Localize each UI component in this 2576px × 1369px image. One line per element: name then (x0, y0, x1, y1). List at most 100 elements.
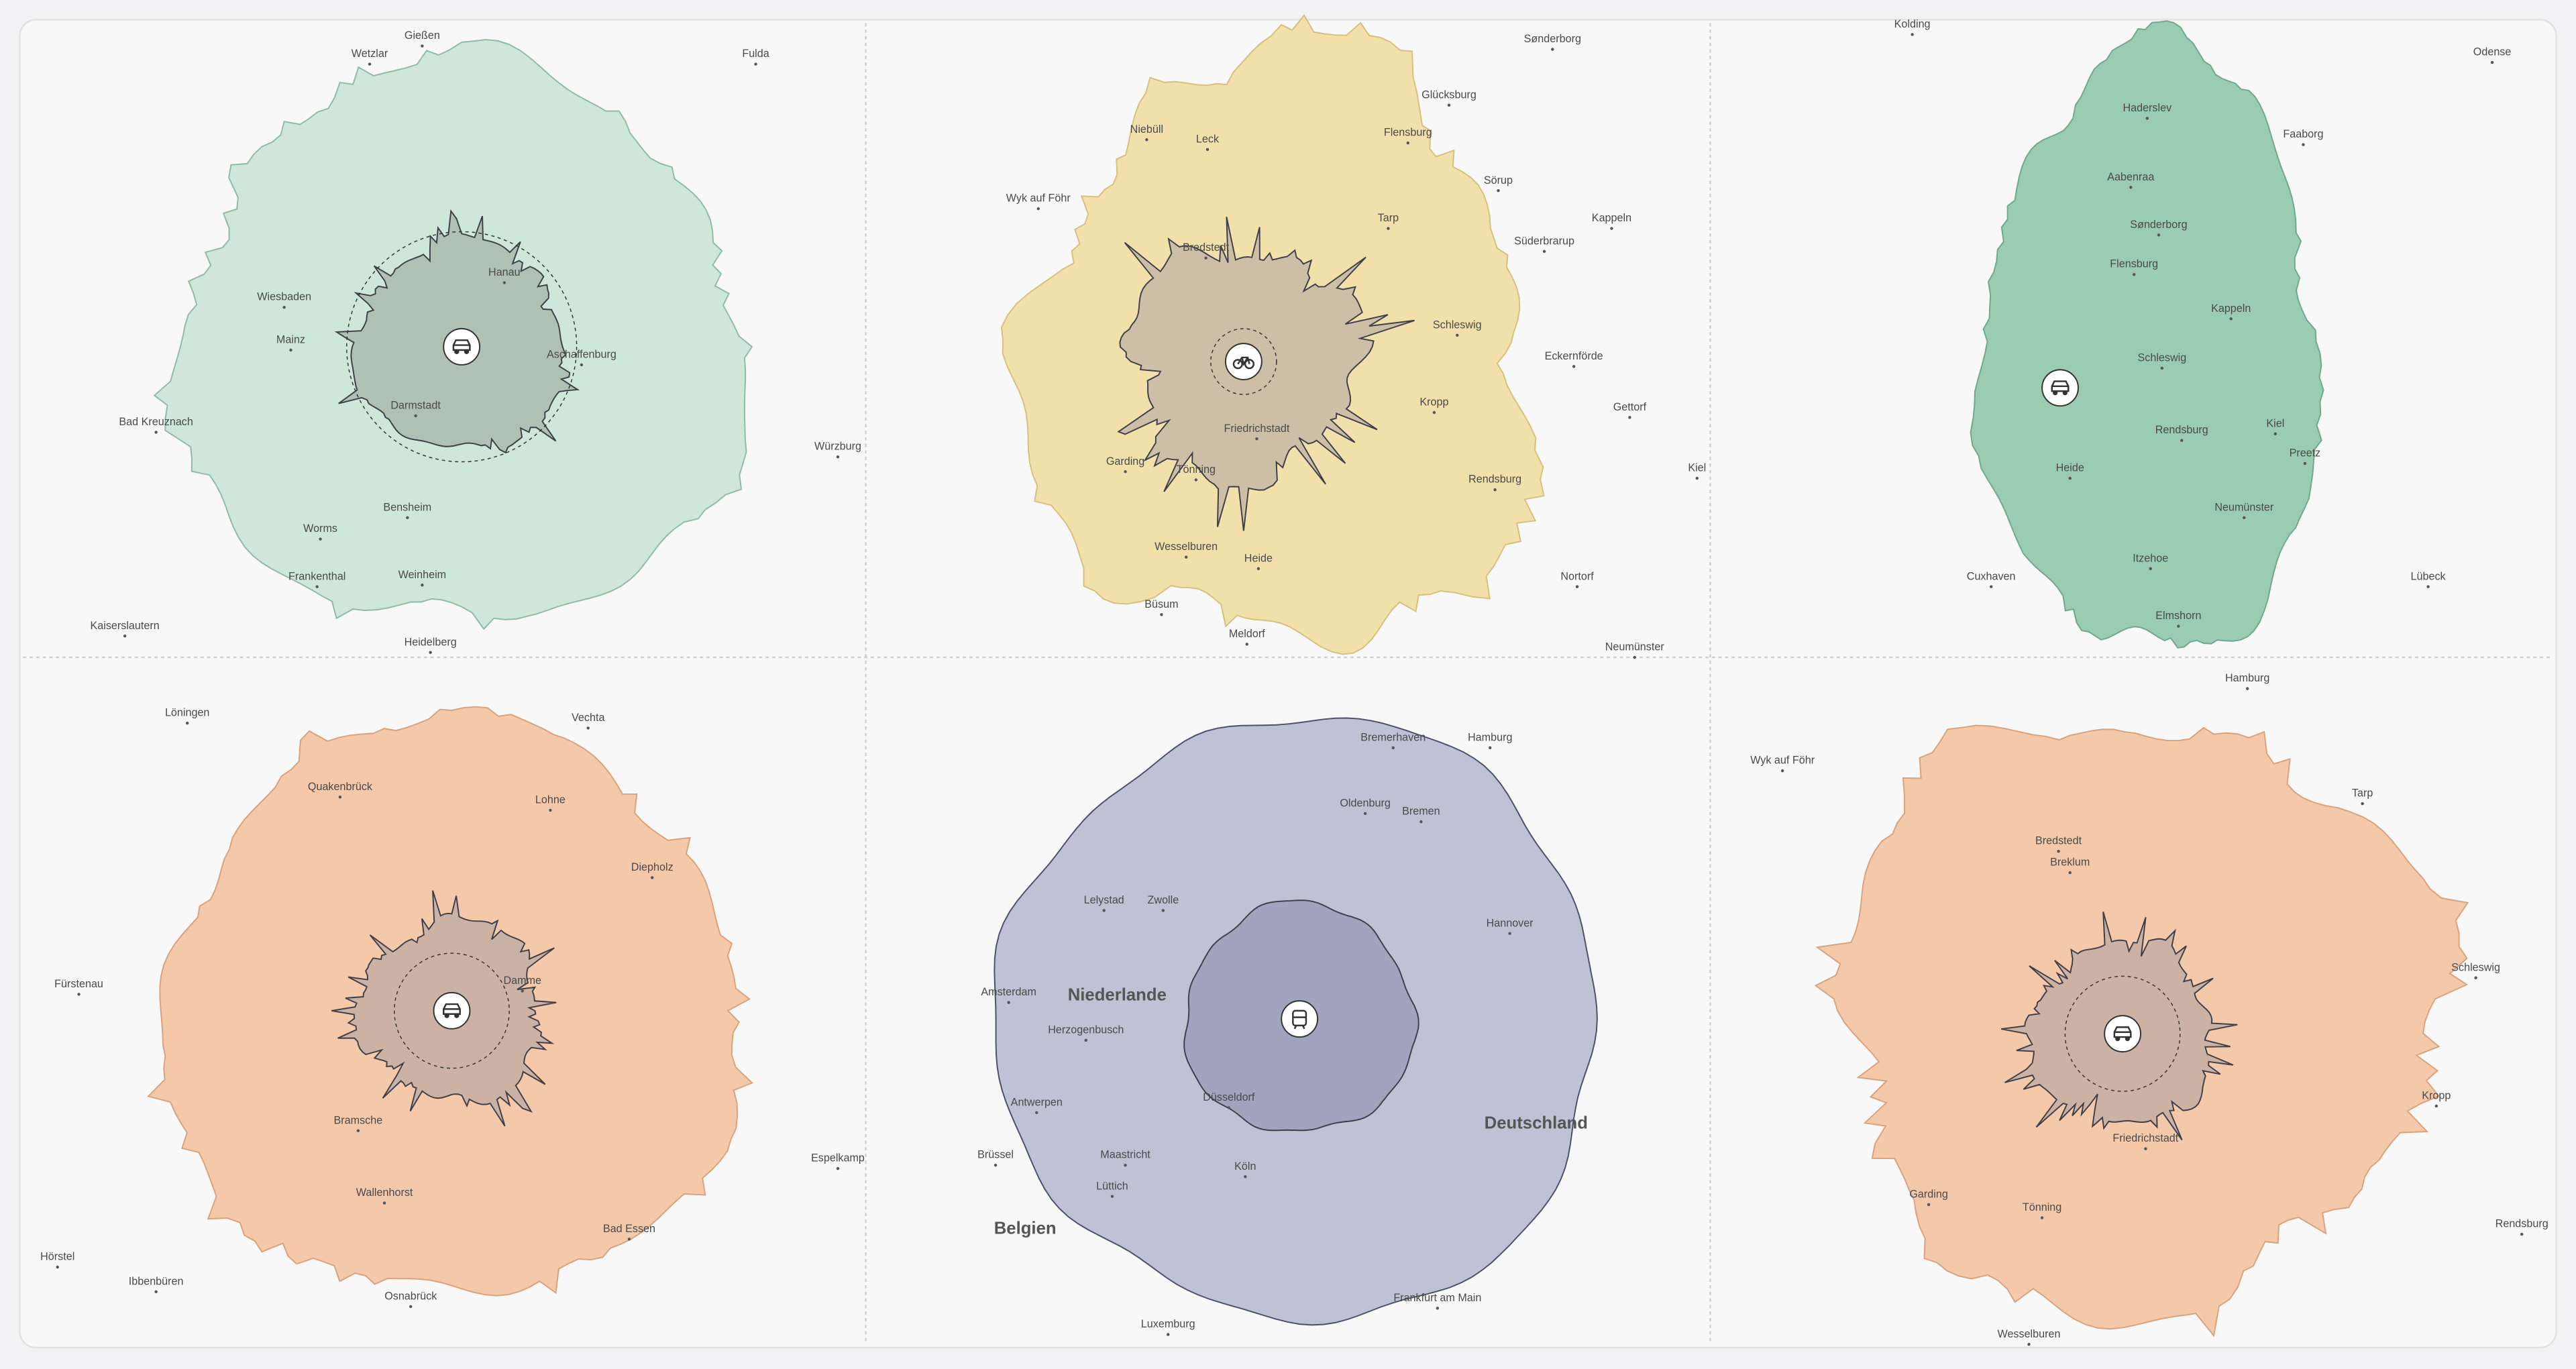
place-label: Süderbrarup (1514, 235, 1574, 247)
place-dot (1406, 141, 1409, 145)
wheel (2053, 390, 2058, 396)
place-dot (1256, 567, 1260, 570)
wheel (2115, 1036, 2121, 1042)
place-dot (1124, 470, 1127, 474)
place-dot (1508, 932, 1511, 935)
place-label: Darmstadt (390, 399, 441, 411)
place-label: Zwolle (1148, 894, 1179, 906)
place-label: Frankenthal (288, 570, 345, 582)
mode-icon (1232, 356, 1255, 370)
place-dot (502, 281, 506, 284)
car-body (2051, 380, 2070, 392)
place-label: Vechta (572, 712, 604, 724)
place-dot (1575, 585, 1579, 588)
place-label: Frankfurt am Main (1393, 1292, 1481, 1304)
place-dot (315, 585, 319, 588)
place-dot (836, 455, 840, 459)
place-label: Kiel (2266, 417, 2284, 429)
place-label: Preetz (2290, 447, 2321, 459)
place-dot (1432, 410, 1436, 415)
place-label: Faaborg (2283, 128, 2323, 140)
car-body (443, 1003, 461, 1015)
place-dot (2229, 317, 2233, 321)
place-label: Brüssel (977, 1149, 1014, 1161)
place-dot (123, 635, 127, 638)
place-label: Eckernförde (1545, 350, 1603, 362)
place-dot (2160, 366, 2164, 370)
place-dot (580, 363, 584, 367)
place-label: Sønderborg (1524, 33, 1581, 45)
place-label: Bredstedt (2035, 835, 2082, 847)
place-dot (1497, 189, 1500, 193)
place-dot (651, 876, 654, 879)
place-dot (1084, 1038, 1087, 1042)
place-dot (1780, 769, 1784, 773)
place-label: Bramsche (334, 1114, 383, 1126)
mode-icon (443, 1003, 461, 1018)
place-dot (2177, 624, 2180, 628)
place-label: Bad Essen (603, 1223, 655, 1235)
place-label: Lohne (535, 794, 566, 806)
place-dot (154, 431, 158, 434)
place-dot (1007, 1001, 1010, 1004)
place-dot (319, 537, 322, 541)
place-dot (338, 796, 342, 799)
place-label: Löningen (165, 707, 209, 719)
place-dot (1255, 437, 1258, 441)
place-label: Breklum (2050, 857, 2090, 869)
isochrone-panel: Hamburg Wyk auf Föhr Tarp Bredstedt Breklum S… (1750, 672, 2548, 1346)
place-label: Itzehoe (2133, 552, 2168, 564)
mode-badge (2104, 1015, 2141, 1053)
place-dot (1227, 1106, 1231, 1109)
place-dot (836, 1166, 840, 1170)
place-label: Mainz (276, 333, 305, 345)
place-dot (1572, 365, 1576, 368)
place-label: Amsterdam (981, 986, 1036, 998)
place-dot (2426, 585, 2430, 588)
place-label: Bensheim (383, 501, 431, 513)
place-dot (1160, 613, 1163, 616)
place-label: Kiel (1688, 462, 1706, 474)
place-label: Tönning (1177, 463, 1216, 476)
place-dot (414, 414, 417, 418)
place-dot (421, 44, 424, 48)
place-label: Fulda (742, 48, 769, 60)
place-label: Wyk auf Föhr (1006, 193, 1071, 205)
mode-badge (1281, 1000, 1319, 1038)
place-dot (2520, 1232, 2524, 1236)
place-label: Wetzlar (352, 48, 388, 60)
outer-isochrone (1970, 20, 2324, 649)
car-body (2113, 1026, 2132, 1038)
place-dot (1145, 138, 1148, 142)
car-body (452, 339, 471, 351)
place-label: Kropp (1419, 396, 1448, 408)
place-label: Schleswig (2137, 351, 2186, 364)
place-dot (1194, 478, 1198, 482)
place-label: Rendsburg (2155, 424, 2208, 436)
place-dot (1493, 488, 1497, 492)
place-dot (429, 651, 432, 654)
wheel (454, 1013, 460, 1018)
place-label: Düsseldorf (1203, 1091, 1255, 1103)
place-label: Antwerpen (1011, 1096, 1063, 1108)
place-dot (1167, 1333, 1170, 1336)
place-dot (2180, 439, 2184, 442)
wheel (2062, 390, 2068, 396)
place-label: Neumünster (2214, 501, 2274, 513)
place-dot (1542, 250, 1546, 254)
place-dot (2133, 272, 2136, 276)
place-dot (77, 993, 80, 996)
place-dot (1184, 555, 1188, 559)
place-dot (1204, 256, 1208, 260)
place-dot (1391, 746, 1395, 750)
place-dot (1489, 746, 1492, 750)
place-dot (2243, 516, 2246, 520)
mode-badge (2041, 369, 2079, 407)
place-label: Friedrichstadt (2112, 1132, 2178, 1144)
place-label: Flensburg (2110, 258, 2158, 270)
place-dot (2361, 802, 2364, 806)
place-dot (1110, 1195, 1114, 1198)
range-circle (1210, 328, 1277, 395)
